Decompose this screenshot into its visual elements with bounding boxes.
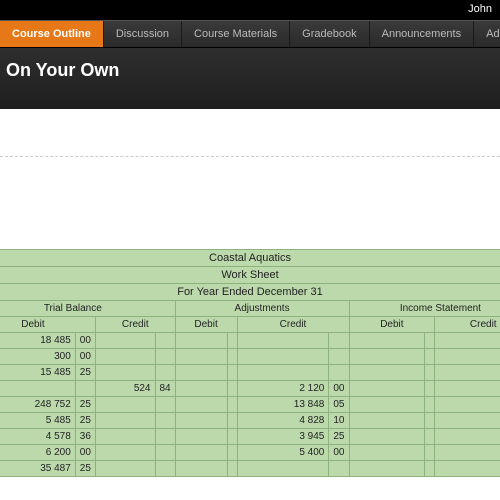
table-row: 6 200005 40000 <box>0 445 500 461</box>
section-adjustments: Adjustments <box>175 301 349 317</box>
nav-administration[interactable]: Administration <box>474 21 500 47</box>
table-row: 4 578363 94525 <box>0 429 500 445</box>
col-debit: Debit <box>0 317 95 333</box>
worksheet-table: Coastal Aquatics Work Sheet For Year End… <box>0 249 500 477</box>
col-credit: Credit <box>237 317 349 333</box>
nav-course-materials[interactable]: Course Materials <box>182 21 290 47</box>
col-debit: Debit <box>175 317 237 333</box>
col-debit: Debit <box>349 317 435 333</box>
table-row: 15 48525 <box>0 365 500 381</box>
section-income: Income Statement <box>349 301 500 317</box>
table-row: 35 48725 <box>0 461 500 477</box>
table-row: 30000 <box>0 349 500 365</box>
table-row: 248 7522513 84805 <box>0 397 500 413</box>
page-subtitle: et <box>0 84 500 95</box>
ws-period: For Year Ended December 31 <box>0 284 500 301</box>
nav-gradebook[interactable]: Gradebook <box>290 21 369 47</box>
nav-announcements[interactable]: Announcements <box>370 21 475 47</box>
user-name: John <box>468 3 492 15</box>
main-nav: Course OutlineDiscussionCourse Materials… <box>0 20 500 48</box>
table-row: 524842 12000 <box>0 381 500 397</box>
nav-discussion[interactable]: Discussion <box>104 21 182 47</box>
divider <box>0 133 500 157</box>
col-credit: Credit <box>435 317 500 333</box>
nav-course-outline[interactable]: Course Outline <box>0 21 104 47</box>
ws-doc: Work Sheet <box>0 267 500 284</box>
section-trial-balance: Trial Balance <box>0 301 175 317</box>
table-row: 18 48500 <box>0 333 500 349</box>
ws-company: Coastal Aquatics <box>0 250 500 267</box>
col-credit: Credit <box>95 317 175 333</box>
page-title: ther and On Your Own <box>0 60 500 81</box>
table-row: 5 485254 82810 <box>0 413 500 429</box>
page-header: ther and On Your Own et <box>0 48 500 109</box>
